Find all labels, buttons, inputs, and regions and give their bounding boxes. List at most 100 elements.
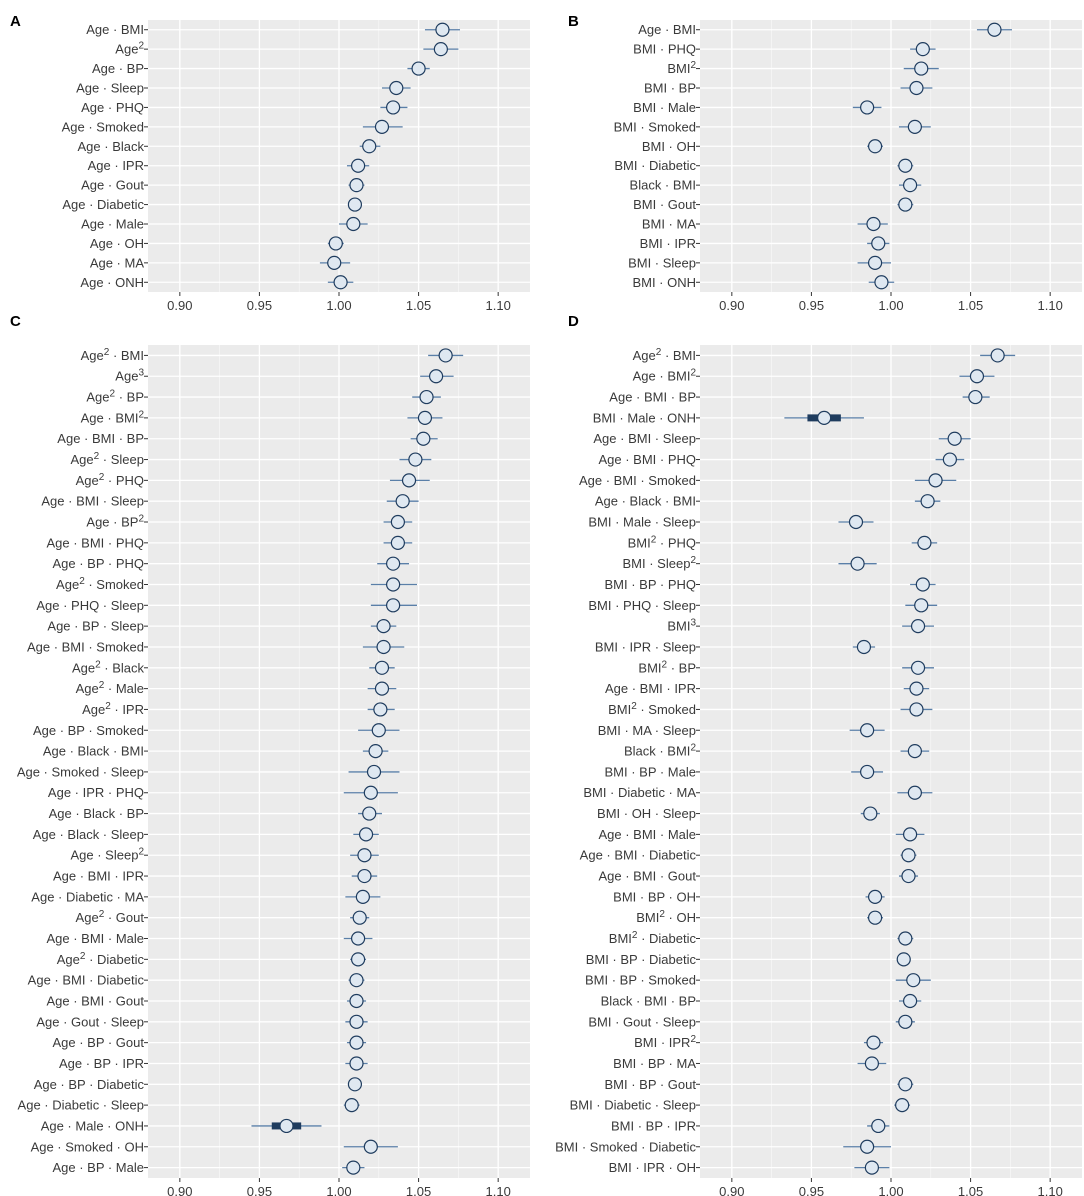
x-tick-label: 0.90 bbox=[719, 1184, 744, 1196]
point-estimate bbox=[895, 1098, 910, 1113]
term-label-bmi-sleep: BMI · Sleep bbox=[628, 255, 696, 270]
point-estimate bbox=[363, 1139, 378, 1154]
point-estimate bbox=[376, 619, 391, 634]
point-estimate bbox=[910, 660, 926, 675]
point-estimate bbox=[358, 827, 374, 842]
point-estimate bbox=[990, 348, 1005, 363]
x-tick-label: 1.10 bbox=[1038, 298, 1063, 313]
point-estimate bbox=[386, 556, 401, 571]
point-estimate bbox=[909, 681, 924, 696]
panel-d: D 0.90 0.95 1.00 1.05 1.10 Age2 · BMI Age · BMI… bbox=[555, 313, 1082, 1196]
term-label-age-phq-sleep: Age · PHQ · Sleep bbox=[36, 598, 144, 613]
point-estimate bbox=[901, 868, 916, 884]
point-estimate bbox=[352, 910, 367, 925]
x-tick-label: 1.10 bbox=[1038, 1184, 1063, 1196]
term-label-age-sq2-bmi: Age2 · BMI bbox=[633, 346, 696, 363]
point-estimate bbox=[909, 80, 924, 96]
term-label-age-gout-sleep: Age · Gout · Sleep bbox=[36, 1014, 144, 1029]
term-label-age-ma: Age · MA bbox=[90, 255, 145, 270]
point-estimate bbox=[279, 1118, 294, 1134]
term-label-bmi-gout-sleep: BMI · Gout · Sleep bbox=[588, 1014, 696, 1029]
point-estimate bbox=[386, 577, 401, 592]
term-label-bmi-sq2-oh: BMI2 · OH bbox=[636, 909, 696, 926]
x-tick-label: 1.10 bbox=[486, 1184, 511, 1196]
point-estimate bbox=[347, 1077, 363, 1092]
point-estimate bbox=[327, 255, 342, 270]
term-label-black-bmi: Black · BMI bbox=[630, 178, 696, 193]
point-estimate bbox=[351, 158, 366, 173]
point-estimate bbox=[860, 100, 875, 115]
x-tick-label: 1.10 bbox=[486, 298, 511, 313]
term-label-age-gout: Age · Gout bbox=[81, 178, 144, 193]
point-estimate bbox=[357, 868, 372, 884]
term-label-age-sq2-gout: Age2 · Gout bbox=[76, 909, 145, 926]
term-label-bmi-smoked-diabetic: BMI · Smoked · Diabetic bbox=[555, 1139, 696, 1154]
term-label-age-bmi-diabetic: Age · BMI · Diabetic bbox=[28, 973, 145, 988]
point-estimate bbox=[867, 910, 883, 925]
point-estimate bbox=[915, 42, 930, 57]
x-tick-label: 1.00 bbox=[326, 298, 351, 313]
x-tick-label: 0.95 bbox=[799, 298, 824, 313]
term-label-age-sq2-bp: Age2 · BP bbox=[86, 388, 144, 405]
point-estimate bbox=[351, 931, 366, 946]
term-label-age-sleep: Age · Sleep bbox=[76, 81, 144, 96]
term-label-bmi-sq2-phq: BMI2 · PHQ bbox=[628, 534, 696, 551]
term-label-age-bmi-smoked: Age · BMI · Smoked bbox=[579, 473, 696, 488]
term-label-age-black-bmi: Age · Black · BMI bbox=[43, 744, 144, 759]
term-label-age-bp-gout: Age · BP · Gout bbox=[52, 1035, 144, 1050]
point-estimate bbox=[896, 952, 911, 967]
term-label-bmi-bp-oh: BMI · BP · OH bbox=[613, 889, 696, 904]
point-estimate bbox=[987, 22, 1002, 37]
point-estimate bbox=[419, 389, 434, 405]
term-label-age-bmi-bp: Age · BMI · BP bbox=[609, 390, 696, 405]
point-estimate bbox=[351, 952, 366, 967]
point-estimate bbox=[390, 514, 405, 530]
point-estimate bbox=[368, 743, 383, 759]
term-label-bmi-phq: BMI · PHQ bbox=[633, 42, 696, 57]
term-label-bmi-ipr-oh: BMI · IPR · OH bbox=[609, 1160, 696, 1175]
point-estimate bbox=[374, 681, 390, 696]
term-label-age-bmi-sq2: Age · BMI2 bbox=[633, 367, 697, 384]
point-estimate bbox=[390, 535, 405, 550]
term-label-bmi-sq2-bp: BMI2 · BP bbox=[638, 659, 696, 676]
term-label-age-male: Age · Male bbox=[81, 217, 144, 232]
x-tick-label: 0.90 bbox=[167, 298, 192, 313]
term-label-age-bmi-sleep: Age · BMI · Sleep bbox=[41, 494, 144, 509]
point-estimate bbox=[347, 197, 363, 212]
point-estimate bbox=[428, 369, 444, 384]
point-estimate bbox=[866, 1035, 881, 1050]
term-label-bmi-bp-diabetic: BMI · BP · Diabetic bbox=[586, 952, 697, 967]
term-label-bmi-male-sleep: BMI · Male · Sleep bbox=[588, 515, 696, 530]
point-estimate bbox=[902, 993, 918, 1009]
x-tick-label: 1.05 bbox=[406, 1184, 431, 1196]
term-label-age-bmi-phq: Age · BMI · PHQ bbox=[598, 452, 696, 467]
x-tick-label: 1.00 bbox=[878, 298, 903, 313]
point-estimate bbox=[386, 100, 401, 115]
x-tick-label: 1.05 bbox=[406, 298, 431, 313]
point-estimate bbox=[346, 216, 361, 232]
point-estimate bbox=[328, 236, 343, 251]
term-label-age-bmi-ipr: Age · BMI · IPR bbox=[605, 681, 696, 696]
point-estimate bbox=[416, 431, 431, 446]
x-tick-label: 1.05 bbox=[958, 1184, 983, 1196]
term-label-bmi-onh: BMI · ONH bbox=[632, 275, 696, 290]
panel-letter: C bbox=[10, 313, 21, 330]
term-label-bmi-sq2-smoked: BMI2 · Smoked bbox=[608, 700, 696, 717]
term-label-age-bp-sleep: Age · BP · Sleep bbox=[47, 619, 144, 634]
point-estimate bbox=[907, 743, 922, 759]
term-label-bmi-ma-sleep: BMI · MA · Sleep bbox=[598, 723, 696, 738]
term-label-age-bmi-male: Age · BMI · Male bbox=[46, 931, 144, 946]
point-estimate bbox=[909, 702, 924, 717]
point-estimate bbox=[898, 931, 913, 946]
point-estimate bbox=[898, 158, 913, 173]
point-estimate bbox=[914, 61, 929, 76]
term-label-age-sq2-bmi: Age2 · BMI bbox=[81, 346, 144, 363]
point-estimate bbox=[901, 848, 916, 863]
term-label-age-oh: Age · OH bbox=[90, 236, 144, 251]
point-estimate bbox=[344, 1098, 359, 1113]
term-label-age-black-sleep: Age · Black · Sleep bbox=[33, 827, 144, 842]
term-label-bmi-male-onh: BMI · Male · ONH bbox=[593, 410, 696, 425]
term-label-bmi-phq-sleep: BMI · PHQ · Sleep bbox=[588, 598, 696, 613]
point-estimate bbox=[349, 993, 364, 1009]
term-label-age-smoked: Age · Smoked bbox=[62, 119, 144, 134]
